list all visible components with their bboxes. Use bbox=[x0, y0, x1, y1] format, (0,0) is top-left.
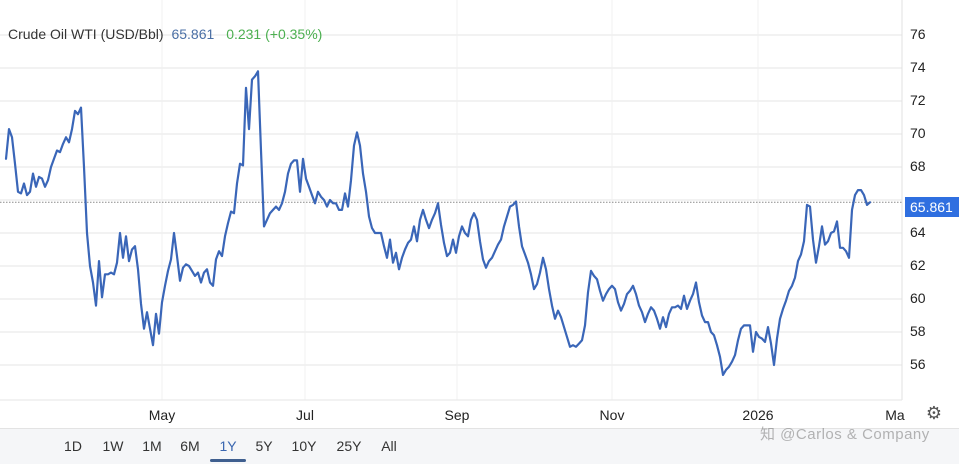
y-tick-62: 62 bbox=[910, 257, 926, 273]
price-change: 0.231 (+0.35%) bbox=[226, 26, 323, 42]
x-tick-sep: Sep bbox=[444, 407, 470, 423]
active-range-indicator bbox=[210, 459, 246, 462]
y-tick-68: 68 bbox=[910, 158, 926, 174]
range-10y-button[interactable]: 10Y bbox=[291, 438, 317, 454]
chart-title: Crude Oil WTI (USD/Bbl) 65.861 0.231 (+0… bbox=[8, 26, 322, 42]
y-tick-60: 60 bbox=[910, 290, 926, 306]
price-line bbox=[4, 70, 872, 376]
y-tick-64: 64 bbox=[910, 224, 926, 240]
range-6m-button[interactable]: 6M bbox=[180, 438, 200, 454]
y-tick-76: 76 bbox=[910, 26, 926, 42]
range-1m-button[interactable]: 1M bbox=[142, 438, 162, 454]
horizontal-gridlines bbox=[0, 34, 902, 366]
x-tick-may: May bbox=[148, 407, 176, 423]
range-5y-button[interactable]: 5Y bbox=[255, 438, 273, 454]
price-chart[interactable] bbox=[0, 0, 959, 425]
vertical-gridlines bbox=[161, 0, 759, 400]
range-selector: 1D 1W 1M 6M 1Y 5Y 10Y 25Y All bbox=[0, 428, 959, 464]
range-25y-button[interactable]: 25Y bbox=[336, 438, 362, 454]
watermark: 知 @Carlos & Company bbox=[760, 426, 930, 443]
last-price: 65.861 bbox=[171, 26, 215, 42]
range-all-button[interactable]: All bbox=[381, 438, 397, 454]
x-tick-nov: Nov bbox=[599, 407, 625, 423]
gear-icon[interactable]: ⚙ bbox=[925, 403, 943, 423]
y-tick-56: 56 bbox=[910, 356, 926, 372]
y-tick-74: 74 bbox=[910, 59, 926, 75]
x-tick-mar: Ma bbox=[885, 407, 905, 423]
x-tick-jul: Jul bbox=[296, 407, 314, 423]
range-1d-button[interactable]: 1D bbox=[64, 438, 82, 454]
y-tick-58: 58 bbox=[910, 323, 926, 339]
current-price-flag: 65.861 bbox=[905, 197, 959, 217]
range-1w-button[interactable]: 1W bbox=[102, 438, 124, 454]
y-tick-72: 72 bbox=[910, 92, 926, 108]
y-tick-70: 70 bbox=[910, 125, 926, 141]
x-tick-2026: 2026 bbox=[742, 407, 774, 423]
range-1y-button[interactable]: 1Y bbox=[219, 438, 237, 454]
instrument-name: Crude Oil WTI (USD/Bbl) bbox=[8, 26, 164, 42]
